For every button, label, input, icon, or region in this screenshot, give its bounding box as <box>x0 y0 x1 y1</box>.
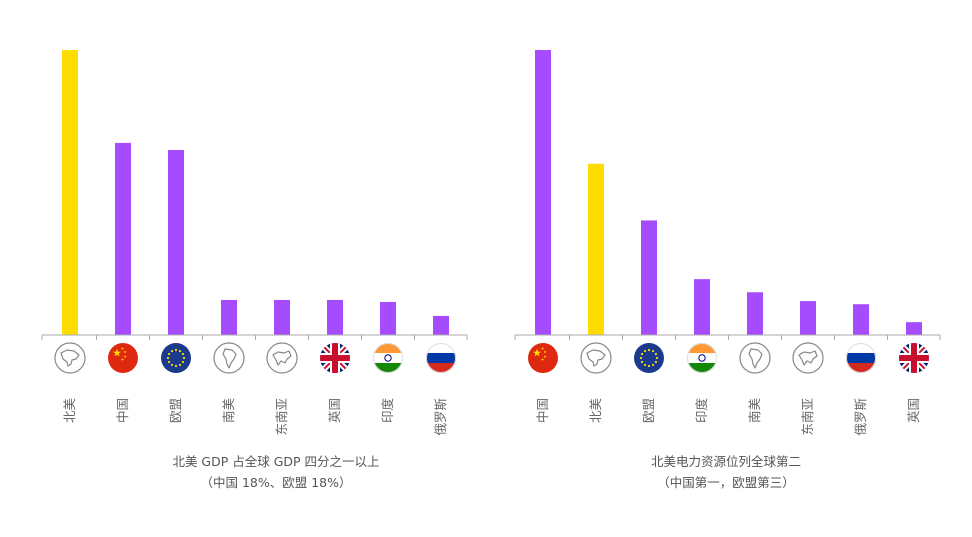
category-label: 欧盟 <box>641 398 656 423</box>
southeast-asia-icon <box>792 342 824 374</box>
category-label: 中国 <box>115 398 130 423</box>
category-label: 英国 <box>327 398 342 423</box>
bar-electricity-2 <box>641 220 657 335</box>
eu-flag-icon <box>634 343 664 373</box>
gdp-caption-line2: （中国 18%、欧盟 18%） <box>200 475 351 490</box>
india-flag-icon <box>373 343 403 373</box>
category-label: 俄罗斯 <box>853 398 868 436</box>
bar-gdp-7 <box>433 315 449 335</box>
electricity-caption-line2: （中国第一，欧盟第三） <box>657 475 795 490</box>
category-label: 东南亚 <box>800 398 815 436</box>
bar-electricity-1 <box>588 163 604 335</box>
bar-gdp-4 <box>274 299 290 335</box>
south-america-icon <box>213 342 245 374</box>
bar-electricity-5 <box>800 301 816 335</box>
category-label: 北美 <box>62 398 77 423</box>
bar-gdp-0 <box>62 50 78 335</box>
north-america-icon <box>54 342 86 374</box>
bar-gdp-6 <box>380 301 396 335</box>
category-label: 南美 <box>221 398 236 423</box>
category-label: 南美 <box>747 398 762 423</box>
bar-electricity-4 <box>747 292 763 335</box>
category-label: 中国 <box>535 398 550 423</box>
category-label: 英国 <box>906 398 921 423</box>
gdp-chart-panel: 北美 GDP 占全球 GDP 四分之一以上 （中国 18%、欧盟 18%） 北美… <box>41 50 468 490</box>
category-label: 东南亚 <box>274 398 289 436</box>
china-flag-icon <box>108 343 138 373</box>
india-flag-icon <box>687 343 717 373</box>
southeast-asia-icon <box>266 342 298 374</box>
south-america-icon <box>739 342 771 374</box>
bar-gdp-3 <box>221 299 237 335</box>
bar-electricity-0 <box>535 50 551 335</box>
russia-flag-icon <box>426 343 456 373</box>
eu-flag-icon <box>161 343 191 373</box>
uk-flag-icon <box>899 343 929 373</box>
uk-flag-icon <box>320 343 350 373</box>
category-label: 印度 <box>694 398 709 424</box>
electricity-caption-line1: 北美电力资源位列全球第二 <box>651 454 801 469</box>
category-label: 北美 <box>588 398 603 423</box>
bar-gdp-2 <box>168 150 184 335</box>
bar-electricity-6 <box>853 304 869 335</box>
china-flag-icon <box>528 343 558 373</box>
bar-electricity-7 <box>906 322 922 335</box>
north-america-icon <box>580 342 612 374</box>
category-label: 欧盟 <box>168 398 183 423</box>
russia-flag-icon <box>846 343 876 373</box>
gdp-caption-line1: 北美 GDP 占全球 GDP 四分之一以上 <box>172 454 379 469</box>
bar-gdp-1 <box>115 142 131 335</box>
category-label: 俄罗斯 <box>433 398 448 436</box>
category-label: 印度 <box>380 398 395 424</box>
bar-gdp-5 <box>327 299 343 335</box>
electricity-chart-panel: 北美电力资源位列全球第二 （中国第一，欧盟第三） 中国 北美 欧盟 印度 南美 东南亚 俄罗… <box>514 50 941 490</box>
bar-electricity-3 <box>694 279 710 335</box>
